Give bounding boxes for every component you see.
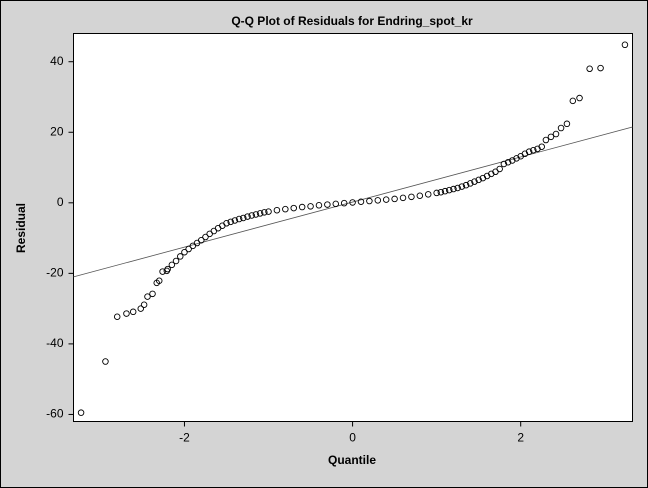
point bbox=[149, 290, 156, 298]
point bbox=[227, 218, 234, 226]
point bbox=[391, 195, 398, 203]
point bbox=[433, 189, 440, 197]
point bbox=[223, 220, 230, 227]
point bbox=[244, 213, 251, 220]
point bbox=[315, 202, 323, 209]
point bbox=[462, 181, 470, 189]
point bbox=[307, 203, 314, 210]
reference-line bbox=[73, 126, 633, 278]
point bbox=[231, 217, 239, 224]
point bbox=[504, 158, 512, 166]
point bbox=[450, 185, 457, 193]
chart-title: Q-Q Plot of Residuals for Endring_spot_k… bbox=[231, 14, 473, 28]
point bbox=[471, 178, 478, 185]
point bbox=[621, 41, 629, 49]
point bbox=[475, 176, 482, 184]
point bbox=[240, 214, 247, 222]
point bbox=[563, 120, 571, 128]
point bbox=[441, 187, 449, 195]
y-tick-label: -60 bbox=[46, 407, 64, 421]
point bbox=[123, 310, 130, 317]
y-tick-label: -40 bbox=[46, 336, 64, 350]
point bbox=[256, 210, 264, 217]
point bbox=[168, 261, 176, 269]
y-tick-label: -20 bbox=[46, 266, 64, 280]
point bbox=[445, 186, 453, 194]
point bbox=[248, 212, 255, 219]
point bbox=[177, 253, 184, 260]
point bbox=[454, 184, 461, 192]
point bbox=[349, 199, 356, 206]
point bbox=[542, 136, 550, 144]
y-axis-label: Residual bbox=[14, 203, 28, 253]
point bbox=[374, 197, 382, 204]
point bbox=[282, 205, 289, 213]
point bbox=[181, 248, 188, 256]
point bbox=[552, 130, 560, 138]
point bbox=[597, 64, 604, 72]
point bbox=[113, 313, 121, 320]
y-tick-label: 0 bbox=[57, 195, 64, 209]
plot-area bbox=[73, 33, 633, 422]
x-axis-label: Quantile bbox=[328, 453, 376, 467]
point bbox=[340, 199, 348, 207]
point bbox=[557, 124, 565, 132]
point bbox=[357, 198, 365, 206]
point bbox=[290, 204, 297, 212]
point bbox=[77, 409, 85, 416]
point bbox=[458, 183, 466, 190]
point bbox=[261, 209, 268, 216]
point bbox=[265, 208, 272, 215]
point bbox=[569, 97, 577, 105]
x-tick-label: 0 bbox=[349, 431, 356, 445]
point bbox=[416, 192, 424, 200]
point bbox=[366, 197, 373, 205]
point bbox=[324, 201, 331, 208]
point bbox=[547, 133, 555, 141]
point bbox=[437, 188, 445, 196]
point bbox=[202, 233, 209, 241]
point bbox=[235, 215, 243, 223]
point bbox=[424, 191, 432, 198]
x-tick-label: 2 bbox=[517, 431, 524, 445]
point bbox=[399, 194, 407, 202]
point bbox=[467, 180, 474, 187]
point bbox=[102, 358, 109, 365]
point bbox=[408, 193, 415, 201]
point bbox=[382, 196, 390, 203]
point bbox=[496, 165, 503, 173]
x-tick-label: -2 bbox=[179, 431, 190, 445]
point bbox=[198, 236, 205, 244]
point bbox=[159, 268, 166, 275]
y-tick-label: 40 bbox=[50, 54, 64, 68]
point bbox=[155, 277, 163, 285]
point bbox=[586, 65, 593, 73]
point bbox=[140, 301, 148, 308]
point bbox=[576, 94, 583, 102]
point bbox=[538, 143, 545, 150]
point bbox=[185, 245, 192, 253]
point bbox=[500, 160, 508, 168]
point bbox=[273, 206, 281, 214]
point bbox=[525, 148, 533, 155]
point bbox=[332, 200, 340, 208]
y-tick-label: 20 bbox=[50, 124, 64, 138]
point bbox=[172, 257, 180, 265]
point bbox=[298, 203, 306, 211]
point bbox=[137, 305, 144, 312]
point bbox=[164, 265, 171, 273]
point bbox=[252, 211, 260, 218]
point bbox=[144, 293, 151, 300]
point bbox=[530, 147, 537, 154]
point bbox=[129, 308, 137, 316]
